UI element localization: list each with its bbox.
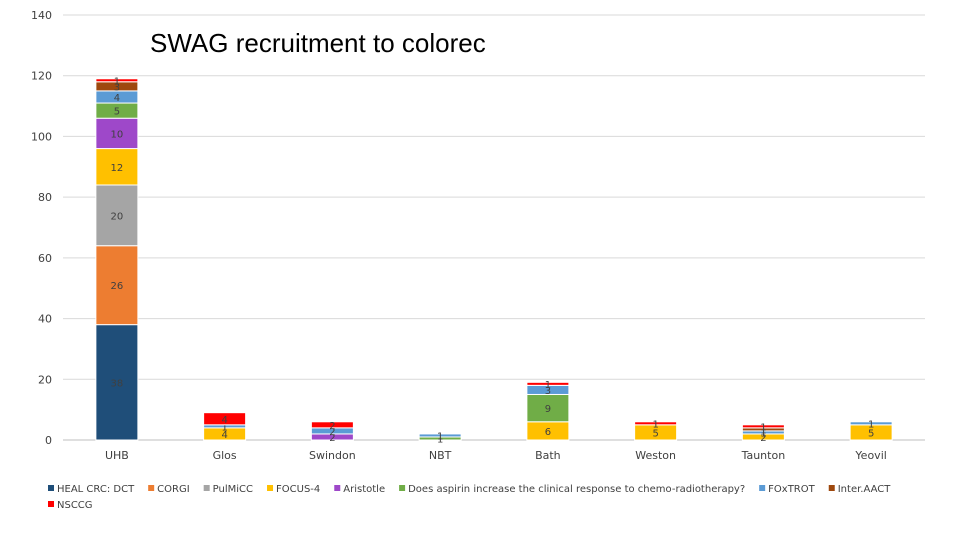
- data-label: 20: [111, 211, 124, 222]
- y-tick-label: 20: [38, 373, 52, 386]
- legend-item: Aristotle: [334, 484, 385, 495]
- y-tick-label: 0: [45, 434, 52, 447]
- x-tick-label: Bath: [535, 449, 561, 462]
- y-tick-label: 80: [38, 191, 52, 204]
- data-label: 1: [437, 431, 443, 442]
- legend-label: HEAL CRC: DCT: [57, 484, 135, 495]
- legend-swatch: [399, 485, 406, 491]
- x-tick-label: NBT: [429, 449, 452, 462]
- data-label: 4: [114, 93, 120, 104]
- data-label: 10: [111, 129, 124, 140]
- data-label: 2: [760, 433, 766, 444]
- data-label: 1: [868, 419, 874, 430]
- legend-item: Inter.AACT: [828, 484, 891, 495]
- data-label: 1: [437, 434, 443, 445]
- bar-segment: [95, 78, 139, 83]
- data-label: 5: [652, 428, 658, 439]
- legend-item: PulMiCC: [203, 484, 253, 495]
- data-label: 1: [652, 419, 658, 430]
- y-tick-label: 100: [31, 130, 52, 143]
- legend-label: PulMiCC: [213, 484, 253, 495]
- legend-swatch: [267, 485, 274, 491]
- data-label: 4: [221, 415, 227, 426]
- legend-swatch: [48, 501, 54, 507]
- legend-label: Does aspirin increase the clinical respo…: [408, 484, 745, 495]
- data-label: 1: [114, 76, 120, 87]
- data-label: 2: [329, 433, 335, 444]
- bar-segment: [849, 421, 893, 426]
- legend-label: NSCCG: [57, 500, 93, 511]
- y-tick-label: 60: [38, 252, 52, 265]
- data-label: 6: [545, 427, 551, 438]
- bar-segment: [310, 421, 354, 429]
- data-label: 12: [111, 163, 124, 174]
- x-axis: UHB Glos Swindon NBT Bath Weston Taunton Yeovil: [105, 449, 887, 462]
- x-tick-label: Weston: [635, 449, 676, 462]
- data-label: 26: [111, 281, 124, 292]
- legend-swatch: [828, 485, 835, 491]
- data-label: 1: [760, 425, 766, 436]
- legend-item: CORGI: [148, 484, 190, 495]
- x-tick-label: UHB: [105, 449, 129, 462]
- bar-segment: [741, 424, 785, 429]
- legend-item: Does aspirin increase the clinical respo…: [399, 484, 745, 495]
- legend-label: FOxTROT: [768, 484, 815, 495]
- data-label: 9: [545, 404, 551, 415]
- legend-item: NSCCG: [48, 500, 93, 511]
- data-label: 38: [111, 378, 124, 389]
- bar-segment: [95, 245, 139, 326]
- x-tick-label: Taunton: [741, 449, 786, 462]
- legend-swatch: [334, 485, 341, 491]
- data-label: 1: [221, 422, 227, 433]
- data-label: 4: [221, 430, 227, 441]
- bar-segment: [418, 433, 462, 438]
- y-tick-label: 40: [38, 313, 52, 326]
- data-label: 3: [114, 82, 120, 93]
- y-axis: 0 20 40 60 80 100 120 140: [31, 9, 52, 447]
- gridlines: [63, 14, 925, 441]
- legend-item: FOxTROT: [759, 484, 816, 495]
- x-tick-label: Yeovil: [854, 449, 886, 462]
- data-label: 2: [329, 421, 335, 432]
- bar-segment: [95, 324, 139, 441]
- data-label: 1: [760, 422, 766, 433]
- legend-swatch: [148, 485, 155, 491]
- legend-label: Inter.AACT: [838, 484, 891, 495]
- legend-item: FOCUS-4: [267, 484, 320, 495]
- legend-swatch: [759, 485, 766, 491]
- legend: HEAL CRC: DCT CORGI PulMiCC FOCUS-4 Aristotl…: [48, 484, 891, 511]
- legend-label: Aristotle: [343, 484, 385, 495]
- bar-segment: [526, 393, 570, 423]
- chart-title: SWAG recruitment to colorec: [150, 28, 486, 58]
- data-label: 5: [868, 428, 874, 439]
- data-label: 3: [545, 386, 551, 397]
- y-tick-label: 120: [31, 70, 52, 83]
- bar-segment: [634, 421, 678, 426]
- data-label: 1: [545, 380, 551, 391]
- x-tick-label: Swindon: [309, 449, 356, 462]
- bar-segment: [95, 117, 139, 150]
- x-tick-label: Glos: [213, 449, 237, 462]
- bar-segment: [526, 381, 570, 386]
- legend-swatch: [48, 485, 54, 491]
- y-tick-label: 140: [31, 9, 52, 22]
- legend-label: CORGI: [157, 484, 190, 495]
- data-label: 5: [114, 107, 120, 118]
- data-label: 2: [329, 427, 335, 438]
- legend-swatch: [203, 485, 210, 491]
- data-label: 1: [760, 428, 766, 439]
- legend-item: HEAL CRC: DCT: [48, 484, 135, 495]
- legend-label: FOCUS-4: [276, 484, 320, 495]
- bar-segment: [203, 412, 247, 426]
- bar-segment: [95, 184, 139, 247]
